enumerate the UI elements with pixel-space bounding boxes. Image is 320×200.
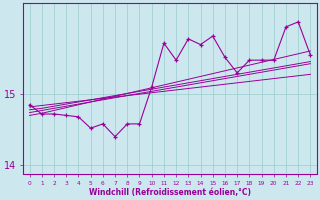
X-axis label: Windchill (Refroidissement éolien,°C): Windchill (Refroidissement éolien,°C) [89, 188, 251, 197]
